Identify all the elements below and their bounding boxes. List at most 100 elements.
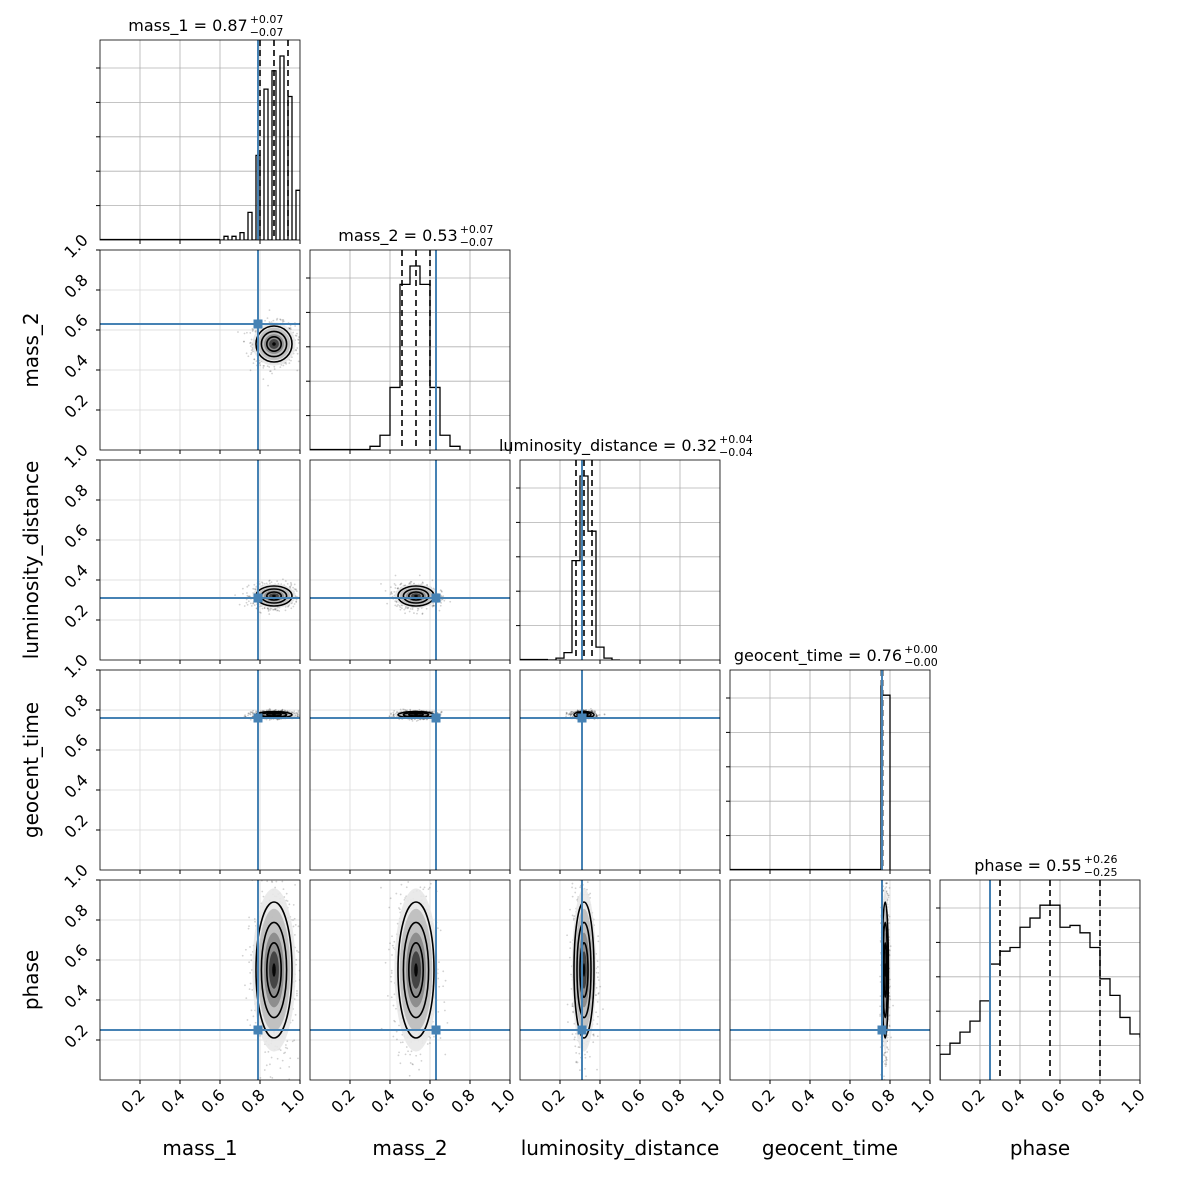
sample-point [404,709,407,711]
sample-point [262,366,265,369]
sample-point [268,366,271,368]
sample-point [421,612,424,615]
sample-point [297,342,300,344]
sample-point [396,587,399,590]
sample-point [267,709,270,712]
sample-point [280,583,283,586]
sample-point [295,348,297,351]
sample-point [397,603,399,606]
sample-point [249,602,252,605]
sample-point [265,582,268,585]
sample-point [261,607,264,610]
sample-point [296,714,299,717]
panel-mass_2: mass_2 = 0.53 +0.07−0.07 [306,223,511,454]
sample-point [433,604,435,607]
sample-point [252,602,255,604]
panel-frame [519,459,721,661]
injection-marker [431,713,441,723]
y-tick-label: 0.6 [60,730,91,761]
sample-point [282,319,285,321]
sample-point [259,364,262,367]
sample-point [303,597,305,599]
sample-point [250,338,253,341]
contour-2 [265,712,282,717]
sample-point [268,582,271,585]
sample-point [247,712,250,715]
sample-point [399,708,402,711]
sample-point [242,340,245,343]
sample-point [292,605,295,608]
sample-point [396,587,399,590]
sample-point [252,715,254,718]
sample-point [300,597,302,599]
sample-point [404,607,407,610]
sample-point [272,608,274,611]
sample-point [565,712,568,715]
sample-point [251,711,253,714]
sample-point [408,581,411,584]
sample-point [290,584,293,587]
sample-point [421,613,424,615]
sample-point [248,595,251,597]
sample-point [294,588,297,591]
sample-point [255,607,258,610]
y-tick-label: 0.8 [60,480,91,511]
sample-point [267,608,270,611]
sample-point [421,582,424,584]
y-tick-label: 1.0 [60,650,91,681]
sample-point [293,588,296,590]
sample-point [306,717,308,719]
panel-title-plus: +0.07 [460,223,494,236]
sample-point [282,578,284,581]
sample-point [432,604,435,607]
sample-point [590,710,593,712]
sample-point [297,360,300,363]
sample-point [262,378,265,381]
sample-point [290,583,293,586]
sample-point [253,358,256,361]
sample-point [418,574,421,577]
sample-point [392,711,395,714]
sample-point [246,331,248,334]
density-level-4 [414,594,418,598]
sample-point [250,605,253,607]
sample-point [284,609,287,612]
sample-point [281,708,284,711]
sample-point [431,604,434,607]
sample-point [417,608,420,610]
sample-point [276,317,279,320]
sample-point [302,608,304,610]
sample-point [243,332,246,335]
y-tick-label: 0.4 [60,350,91,381]
sample-point [440,601,443,604]
sample-point [431,579,434,582]
sample-point [279,318,282,321]
sample-point [380,582,382,585]
sample-point [300,588,302,590]
sample-point [395,601,398,604]
panel-title-mass_2: mass_2 = 0.53 [338,226,457,246]
injection-marker [253,713,263,723]
panel-frame [99,39,301,241]
sample-point [295,600,298,603]
sample-point [297,713,300,716]
sample-point [260,710,262,712]
sample-point [266,365,269,367]
sample-point [392,713,395,716]
sample-point [298,715,300,717]
sample-point [253,604,256,606]
sample-point [276,609,279,612]
sample-point [391,715,393,718]
sample-point [397,587,400,589]
sample-point [415,720,418,722]
sample-point [393,709,396,712]
sample-point [390,713,392,716]
sample-point [242,592,244,595]
sample-point [252,602,254,605]
sample-point [296,347,299,349]
sample-point [570,714,572,717]
y-tick-label: 0.2 [60,810,91,841]
sample-point [426,583,429,586]
sample-point [287,605,290,607]
sample-point [249,718,252,721]
